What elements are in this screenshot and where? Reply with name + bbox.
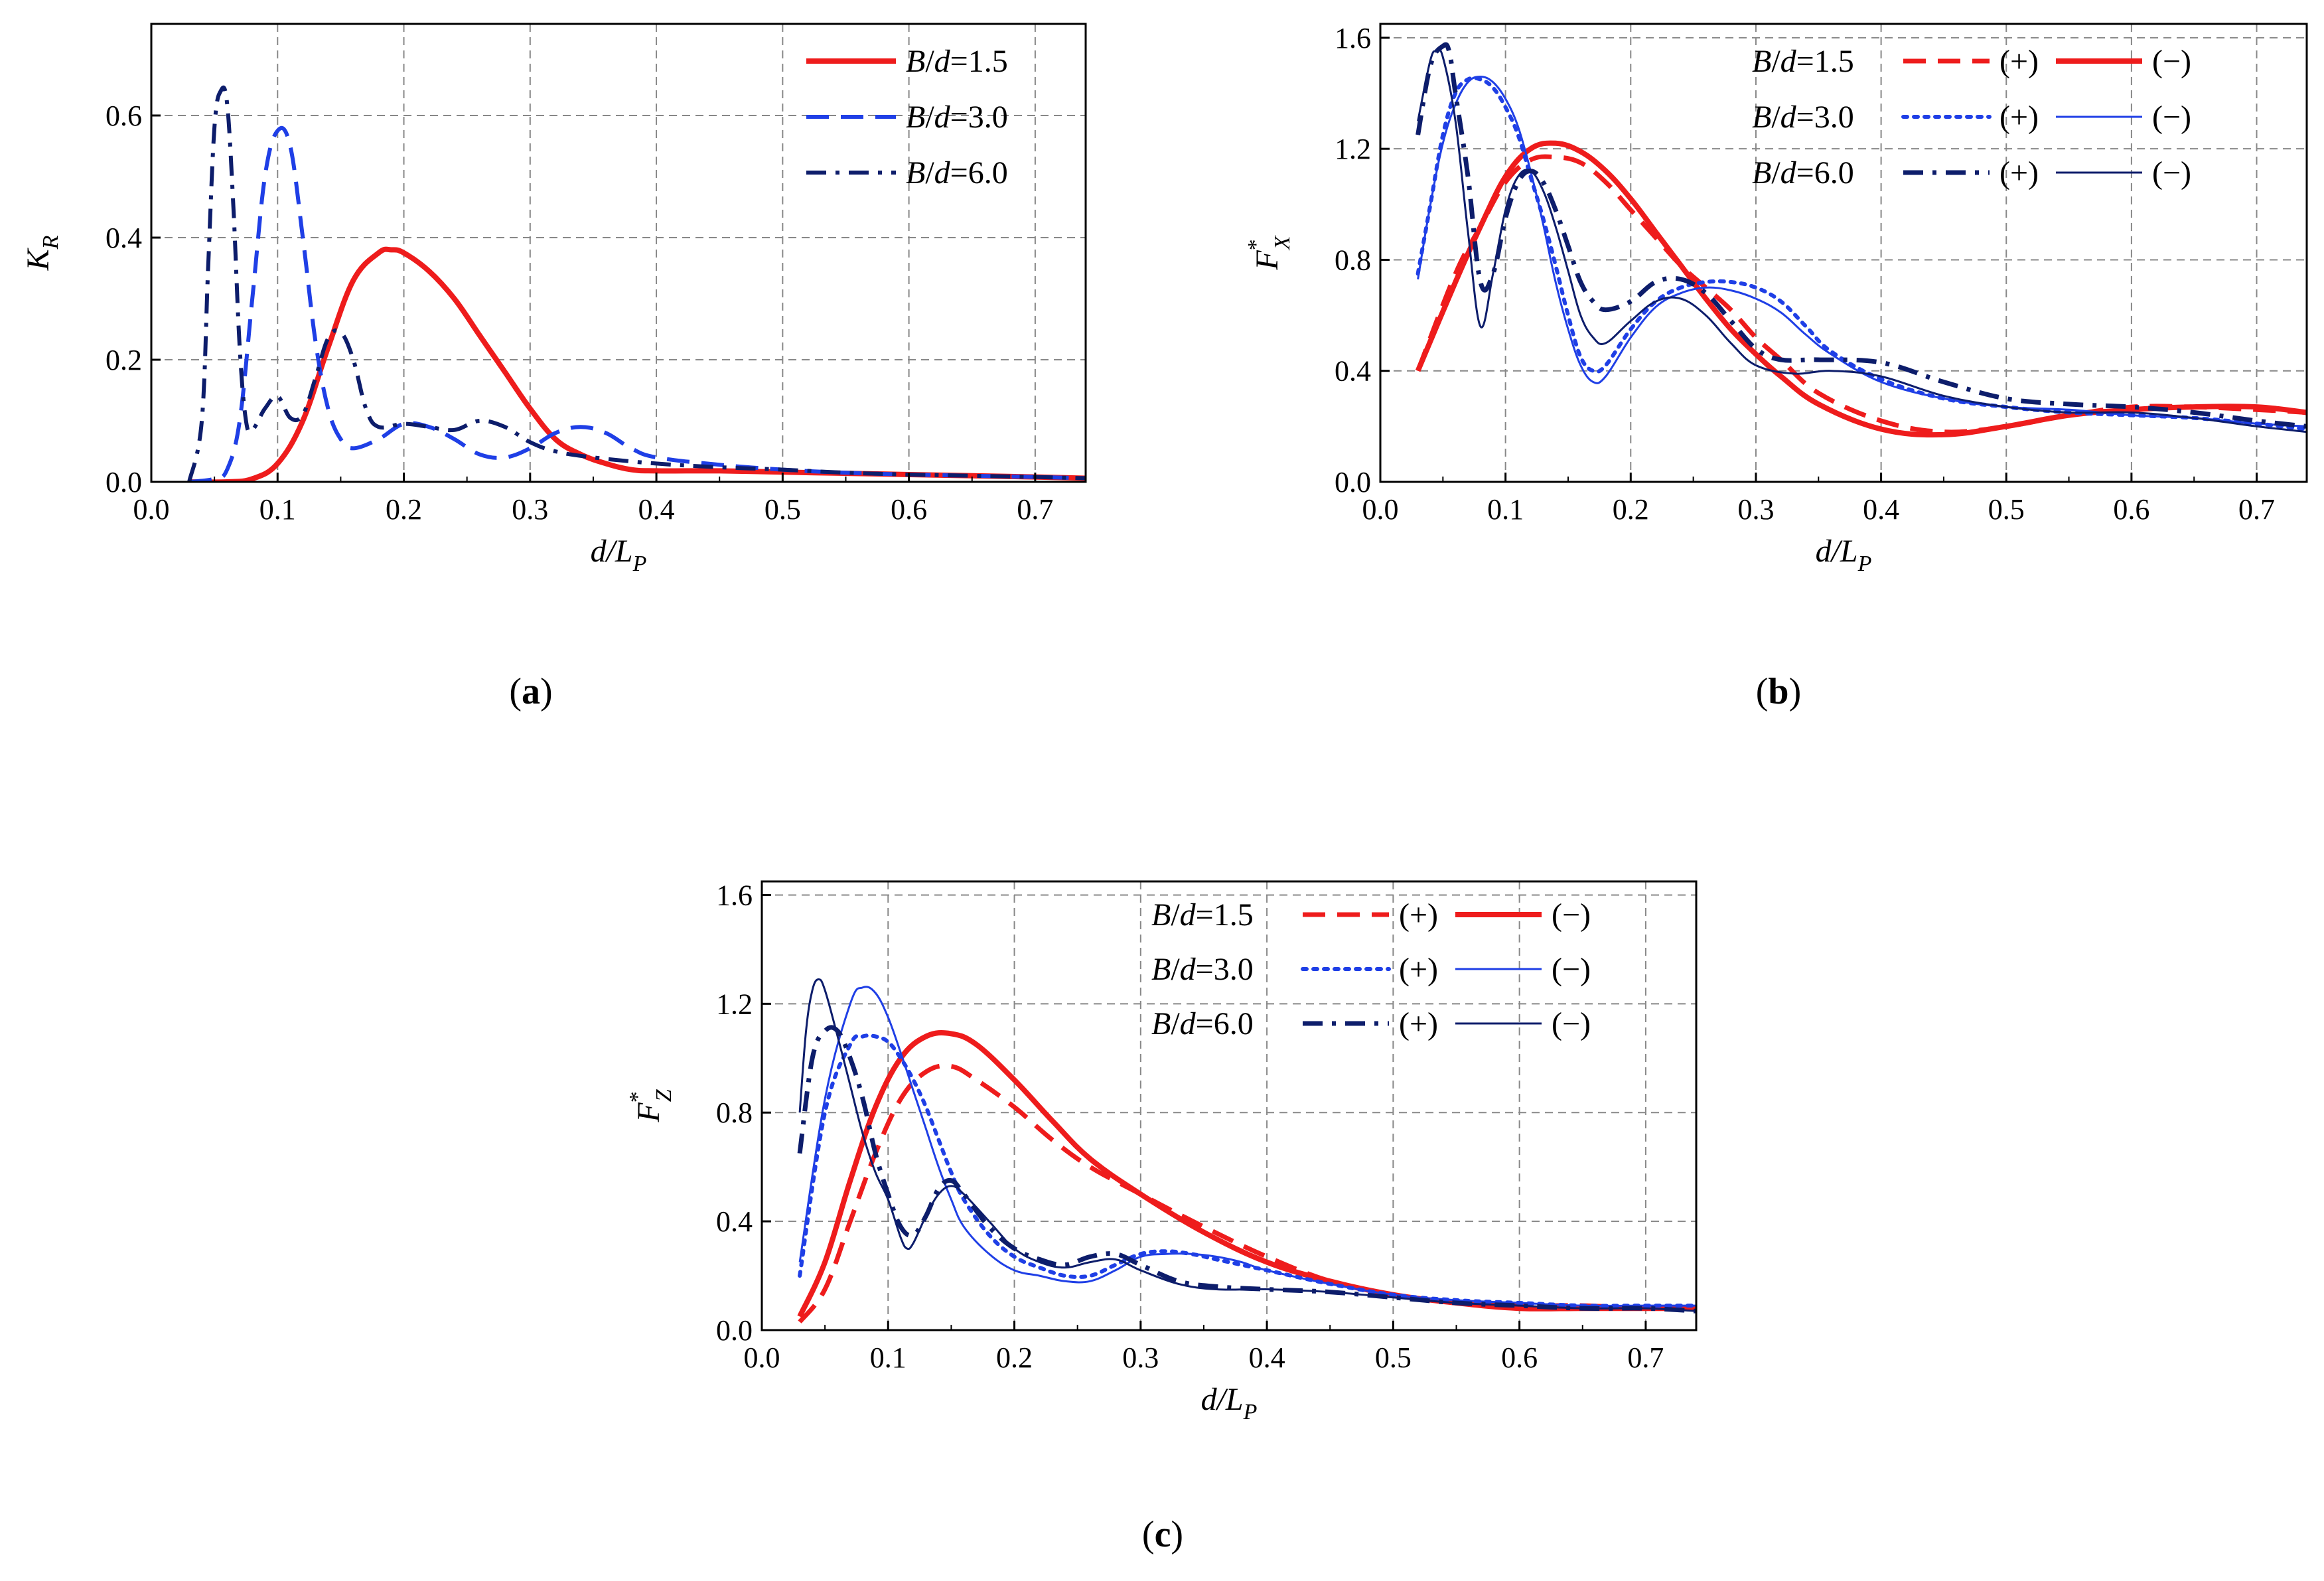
plot-frame	[761, 880, 1698, 1331]
y-axis-label: F*X	[1244, 235, 1295, 270]
legend-minus-label: (−)	[2152, 155, 2191, 190]
x-tick-label: 0.4	[638, 493, 675, 526]
series-line	[187, 85, 1086, 482]
x-tick-label: 0.6	[2113, 493, 2149, 526]
y-tick-label: 0.0	[716, 1314, 753, 1347]
x-tick-label: 0.0	[1362, 493, 1399, 526]
x-tick-label: 0.6	[1501, 1341, 1538, 1374]
y-tick-label: 1.6	[1335, 22, 1371, 54]
legend-plus-label: (+)	[1399, 952, 1438, 987]
panel-caption: (c)	[1142, 1514, 1183, 1555]
plot-frame	[150, 23, 1087, 483]
y-tick-label: 0.4	[1335, 355, 1371, 388]
x-tick-label: 0.5	[1988, 493, 2025, 526]
series-line	[189, 246, 1086, 482]
y-tick-label: 0.4	[106, 222, 142, 254]
legend: B/d=1.5 (+) (−) B/d=3.0 (+) (−) B/d=6.0 (+) (−)	[1151, 897, 1591, 1041]
legend-minus-label: (−)	[1552, 952, 1591, 987]
x-tick-label: 0.3	[512, 493, 548, 526]
y-tick-label: 1.6	[716, 879, 753, 911]
x-tick-label: 0.2	[996, 1341, 1033, 1374]
y-tick-label: 1.2	[1335, 133, 1371, 165]
x-tick-label: 0.7	[1017, 493, 1053, 526]
grid	[1380, 24, 2307, 482]
x-axis-label: d/LP	[1816, 534, 1872, 576]
legend-minus-label: (−)	[2152, 100, 2191, 135]
y-axis-label: KR	[21, 235, 63, 271]
legend-minus-label: (−)	[2152, 44, 2191, 79]
panel-caption: (a)	[509, 671, 552, 712]
x-tick-label: 0.7	[2238, 493, 2275, 526]
x-tick-label: 0.0	[744, 1341, 780, 1374]
legend: B/d=1.5 (+) (−) B/d=3.0 (+) (−) B/d=6.0 (+) (−)	[1752, 44, 2191, 190]
series-group	[187, 85, 1086, 482]
x-tick-label: 0.5	[1375, 1341, 1412, 1374]
legend-label: B/d=6.0	[906, 155, 1008, 190]
legend-label: B/d=6.0	[1752, 155, 1854, 190]
y-tick-label: 0.2	[106, 344, 142, 376]
x-tick-label: 0.3	[1737, 493, 1774, 526]
series-group	[797, 978, 1696, 1323]
legend-minus-label: (−)	[1552, 897, 1591, 933]
legend-label: B/d=3.0	[906, 100, 1008, 135]
y-tick-label: 0.0	[106, 466, 142, 498]
legend-label: B/d=1.5	[1151, 897, 1254, 933]
panel-b: 0.0 0.1 0.2 0.3 0.4 0.5 0.6 0.7 0.0 0.4 0.8 1.2 1.6 d…	[1244, 22, 2308, 712]
y-tick-label: 0.6	[106, 100, 142, 132]
x-tick-label: 0.1	[1487, 493, 1524, 526]
legend-plus-label: (+)	[1399, 1006, 1438, 1041]
x-tick-label: 0.0	[133, 493, 170, 526]
y-axis-label: F*Z	[625, 1089, 676, 1122]
legend-plus-label: (+)	[1999, 155, 2039, 190]
legend-plus-label: (+)	[1999, 44, 2039, 79]
series-line	[797, 1029, 1696, 1318]
x-tick-label: 0.7	[1627, 1341, 1664, 1374]
legend-label: B/d=1.5	[906, 44, 1008, 79]
x-tick-label: 0.3	[1122, 1341, 1159, 1374]
x-tick-label: 0.4	[1249, 1341, 1285, 1374]
x-axis-label: d/LP	[1201, 1382, 1258, 1424]
y-tick-label: 0.8	[716, 1096, 753, 1129]
legend-label: B/d=3.0	[1151, 952, 1254, 987]
series-line	[1416, 42, 2307, 429]
legend-plus-label: (+)	[1399, 897, 1438, 933]
panel-a: 0.0 0.1 0.2 0.3 0.4 0.5 0.6 0.7 0.0 0.2 0.4 0.6 d/LP…	[21, 23, 1087, 712]
y-tick-label: 1.2	[716, 988, 753, 1020]
series-line	[798, 1063, 1696, 1323]
y-tick-label: 0.0	[1335, 466, 1371, 498]
legend-minus-label: (−)	[1552, 1006, 1591, 1041]
series-line	[1417, 48, 2307, 433]
legend-label: B/d=6.0	[1151, 1006, 1254, 1041]
plot-frame	[1379, 23, 2308, 483]
series-group	[1415, 42, 2307, 438]
legend-label: B/d=1.5	[1752, 44, 1854, 79]
y-tick-label: 0.8	[1335, 244, 1371, 276]
x-tick-label: 0.1	[259, 493, 296, 526]
x-tick-label: 0.6	[891, 493, 927, 526]
x-tick-label: 0.5	[764, 493, 801, 526]
legend-label: B/d=3.0	[1752, 100, 1854, 135]
x-tick-label: 0.2	[1613, 493, 1649, 526]
x-tick-label: 0.4	[1863, 493, 1899, 526]
series-line	[798, 1033, 1696, 1308]
panel-c: 0.0 0.1 0.2 0.3 0.4 0.5 0.6 0.7 0.0 0.4 0.8 1.2 1.6 d…	[625, 879, 1698, 1555]
x-axis-label: d/LP	[591, 534, 647, 576]
legend-plus-label: (+)	[1999, 100, 2039, 135]
x-tick-label: 0.2	[386, 493, 422, 526]
x-tick-label: 0.1	[870, 1341, 907, 1374]
series-line	[798, 978, 1696, 1312]
y-tick-label: 0.4	[716, 1205, 753, 1238]
panel-caption: (b)	[1756, 671, 1801, 712]
legend: B/d=1.5 B/d=3.0 B/d=6.0	[806, 44, 1008, 190]
grid	[151, 24, 1086, 482]
